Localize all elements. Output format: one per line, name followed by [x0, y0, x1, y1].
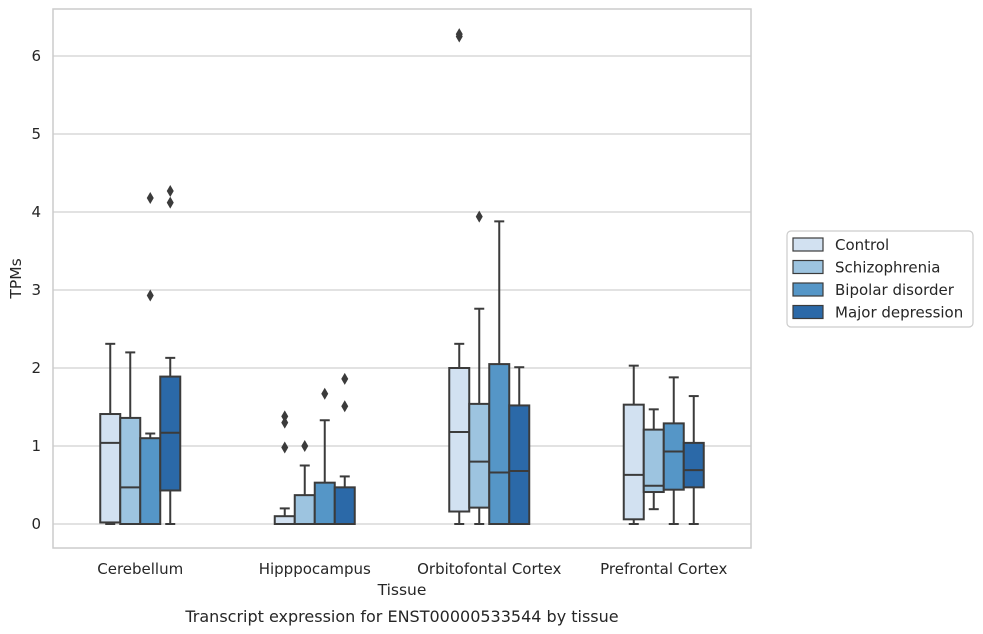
legend-box [786, 230, 974, 328]
y-tick-label: 6 [31, 47, 41, 65]
legend-label: Schizophrenia [835, 259, 940, 277]
outlier-point [281, 410, 289, 423]
box-iqr [642, 428, 665, 494]
x-tick-label: Orbitofontal Cortex [417, 560, 561, 578]
x-tick-label: Prefrontal Cortex [600, 560, 727, 578]
box-bipolar-disorder [488, 220, 511, 525]
x-tick-label: Hipppocampus [259, 560, 371, 578]
box-schizophrenia [468, 210, 491, 525]
legend-label: Major depression [835, 304, 963, 322]
box-control [273, 410, 296, 526]
outlier-point [166, 184, 174, 197]
box-iqr [662, 422, 685, 491]
box-schizophrenia [119, 351, 142, 526]
y-tick-label: 4 [31, 203, 41, 221]
outlier-point [166, 196, 174, 209]
box-major-depression [333, 372, 356, 525]
y-tick-label: 0 [31, 515, 41, 533]
y-tick-labels: 0 1 2 3 4 5 6 [31, 47, 41, 533]
box-schizophrenia [642, 408, 665, 511]
outlier-point [301, 440, 309, 452]
box-series-group [99, 28, 705, 526]
legend-swatch [792, 282, 824, 297]
outlier-point [341, 372, 349, 385]
y-tick-label: 2 [31, 359, 41, 377]
y-tick-label: 5 [31, 125, 41, 143]
x-tick-label: Cerebellum [97, 560, 183, 578]
outlier-point [321, 387, 329, 400]
outlier-point [341, 400, 349, 413]
chart-caption: Transcript expression for ENST0000053354… [184, 607, 618, 626]
box-iqr [139, 437, 162, 526]
outlier-point [281, 441, 289, 454]
box-iqr [468, 402, 491, 509]
box-control [99, 342, 122, 525]
box-major-depression [508, 366, 531, 525]
box-control [448, 28, 471, 525]
box-iqr [313, 481, 336, 526]
legend-swatch [792, 304, 824, 320]
box-schizophrenia [293, 440, 316, 526]
legend-label: Bipolar disorder [835, 281, 955, 299]
box-iqr [273, 515, 296, 526]
box-iqr [333, 486, 356, 525]
box-iqr [622, 403, 645, 521]
outlier-point [455, 28, 463, 41]
outlier-point [281, 416, 289, 429]
box-bipolar-disorder [662, 376, 685, 525]
outlier-point [146, 191, 154, 204]
box-iqr [488, 363, 511, 525]
legend: Control Schizophrenia Bipolar disorder Majo… [786, 230, 974, 328]
plot-frame [52, 8, 752, 549]
x-tick-labels: Cerebellum Hipppocampus Orbitofontal Corte… [97, 560, 727, 578]
legend-swatch [792, 237, 824, 252]
legend-swatch [792, 259, 824, 275]
box-iqr [293, 494, 316, 526]
box-bipolar-disorder [313, 387, 336, 526]
y-axis-label: TPMs [7, 258, 25, 299]
outlier-point [475, 210, 483, 223]
box-iqr [99, 413, 122, 524]
box-bipolar-disorder [139, 191, 162, 526]
y-tick-label: 3 [31, 281, 41, 299]
legend-label: Control [835, 236, 889, 254]
box-control [622, 364, 645, 525]
box-iqr [508, 404, 531, 525]
x-axis-label: Tissue [377, 581, 427, 599]
box-major-depression [159, 184, 182, 525]
outlier-point [146, 289, 154, 302]
box-major-depression [682, 395, 705, 525]
y-tick-label: 1 [31, 437, 41, 455]
box-iqr [682, 441, 705, 489]
box-iqr [448, 367, 471, 513]
box-iqr [119, 416, 142, 526]
